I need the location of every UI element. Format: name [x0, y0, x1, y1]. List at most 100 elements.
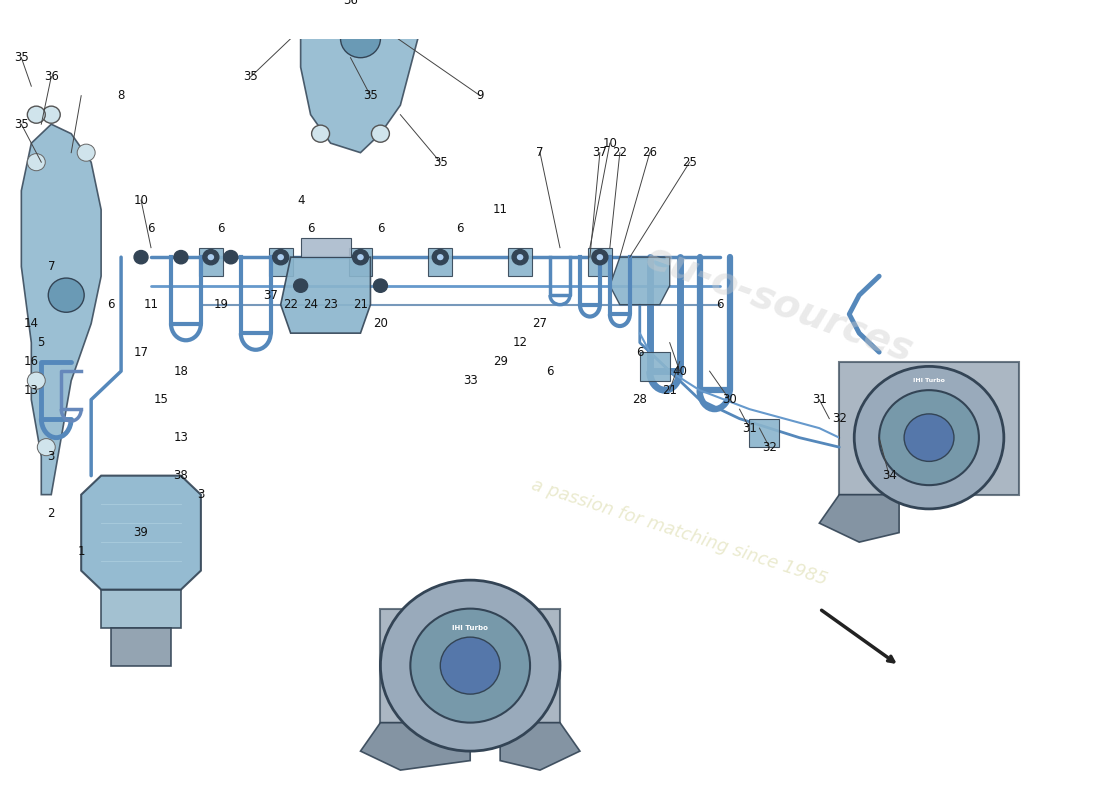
Polygon shape	[428, 248, 452, 276]
Text: 35: 35	[243, 70, 258, 83]
Text: 40: 40	[672, 365, 688, 378]
Circle shape	[273, 250, 288, 265]
Polygon shape	[640, 352, 670, 381]
Circle shape	[596, 254, 604, 261]
Text: 35: 35	[363, 89, 377, 102]
Text: 7: 7	[47, 260, 55, 273]
Polygon shape	[199, 248, 223, 276]
Text: 21: 21	[662, 384, 678, 397]
Circle shape	[879, 390, 979, 485]
Text: 37: 37	[593, 146, 607, 159]
Text: a passion for matching since 1985: a passion for matching since 1985	[529, 476, 830, 589]
Text: 3: 3	[47, 450, 55, 463]
Text: 36: 36	[343, 0, 358, 7]
Circle shape	[513, 250, 528, 265]
Text: 22: 22	[283, 298, 298, 311]
Polygon shape	[508, 248, 532, 276]
Text: 6: 6	[636, 346, 644, 358]
Text: 11: 11	[493, 203, 507, 216]
Circle shape	[381, 580, 560, 751]
Text: 10: 10	[603, 137, 617, 150]
Circle shape	[437, 254, 444, 261]
Text: 6: 6	[376, 222, 384, 235]
Circle shape	[341, 20, 381, 58]
Circle shape	[207, 254, 215, 261]
Text: 6: 6	[547, 365, 553, 378]
Polygon shape	[820, 494, 899, 542]
Circle shape	[174, 250, 188, 264]
Circle shape	[356, 254, 364, 261]
Circle shape	[904, 414, 954, 462]
Circle shape	[202, 250, 219, 265]
Polygon shape	[81, 476, 201, 590]
Polygon shape	[587, 248, 612, 276]
Text: 14: 14	[24, 317, 38, 330]
Polygon shape	[300, 0, 420, 153]
Polygon shape	[268, 248, 293, 276]
Text: 8: 8	[118, 89, 124, 102]
Text: 17: 17	[133, 346, 148, 358]
Text: 9: 9	[476, 89, 484, 102]
Text: 6: 6	[147, 222, 155, 235]
Text: 32: 32	[762, 441, 777, 454]
Text: 15: 15	[154, 393, 168, 406]
Text: 35: 35	[14, 118, 29, 130]
Circle shape	[48, 278, 85, 312]
Polygon shape	[609, 257, 670, 305]
Text: 7: 7	[537, 146, 543, 159]
Polygon shape	[349, 248, 373, 276]
Text: 3: 3	[197, 488, 205, 501]
Circle shape	[277, 254, 285, 261]
Text: 19: 19	[213, 298, 229, 311]
Text: 38: 38	[174, 469, 188, 482]
Text: 28: 28	[632, 393, 647, 406]
Circle shape	[432, 250, 449, 265]
Text: 5: 5	[37, 336, 45, 349]
Text: 6: 6	[108, 298, 114, 311]
Polygon shape	[839, 362, 1019, 494]
Text: 16: 16	[24, 355, 38, 368]
Text: 27: 27	[532, 317, 548, 330]
Text: 35: 35	[433, 156, 448, 169]
Text: 4: 4	[297, 194, 305, 206]
Text: IHI Turbo: IHI Turbo	[913, 378, 945, 383]
Text: 34: 34	[882, 469, 896, 482]
Circle shape	[28, 154, 45, 170]
Polygon shape	[280, 257, 371, 333]
Text: 39: 39	[133, 526, 148, 539]
Text: 18: 18	[174, 365, 188, 378]
Circle shape	[294, 279, 308, 292]
Polygon shape	[749, 418, 780, 447]
Circle shape	[440, 637, 500, 694]
Text: 12: 12	[513, 336, 528, 349]
Circle shape	[516, 254, 524, 261]
Text: 13: 13	[174, 431, 188, 444]
Text: 22: 22	[613, 146, 627, 159]
Text: 6: 6	[456, 222, 464, 235]
Text: 37: 37	[263, 289, 278, 302]
Text: 23: 23	[323, 298, 338, 311]
Circle shape	[42, 106, 60, 123]
Text: 33: 33	[463, 374, 477, 387]
Polygon shape	[21, 124, 101, 494]
Circle shape	[372, 125, 389, 142]
Text: 11: 11	[143, 298, 158, 311]
Text: 29: 29	[493, 355, 507, 368]
Text: 2: 2	[47, 507, 55, 520]
Circle shape	[28, 106, 45, 123]
Circle shape	[37, 438, 55, 456]
Polygon shape	[381, 609, 560, 722]
Circle shape	[373, 279, 387, 292]
Circle shape	[592, 250, 608, 265]
Circle shape	[352, 250, 368, 265]
Circle shape	[410, 609, 530, 722]
Text: 31: 31	[812, 393, 827, 406]
Text: 32: 32	[832, 412, 847, 425]
Text: 31: 31	[742, 422, 757, 434]
Text: 1: 1	[77, 545, 85, 558]
Circle shape	[134, 250, 148, 264]
Text: 30: 30	[723, 393, 737, 406]
Text: 10: 10	[133, 194, 148, 206]
Polygon shape	[101, 590, 180, 628]
Text: 20: 20	[373, 317, 388, 330]
